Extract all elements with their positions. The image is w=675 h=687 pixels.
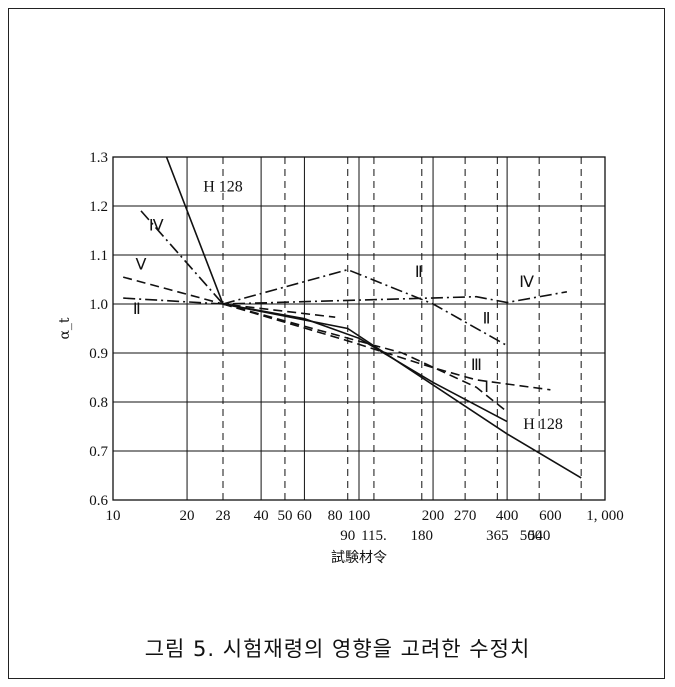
- y-tick-label: 1.1: [89, 248, 108, 264]
- x-tick-label: 400: [496, 508, 519, 524]
- series-label: H 128: [203, 178, 243, 195]
- figure-frame: [8, 8, 665, 679]
- x-axis-label: 試験材令: [331, 550, 387, 566]
- x-tick-label: 1, 000: [586, 508, 624, 524]
- chart: 1.3 1.2 1.1 1.0 0.9 0.8 0.7 0.610 20 28 40 50 60 80 10…: [57, 150, 624, 566]
- series-label: H 128: [523, 416, 563, 433]
- x-tick-label-secondary: 365: [486, 528, 509, 544]
- x-tick-label: 200: [422, 508, 445, 524]
- x-tick-label: 270: [454, 508, 477, 524]
- x-tick-label: 28: [216, 508, 231, 524]
- series-label: Ⅱ: [415, 264, 423, 281]
- series-label: Ⅳ: [519, 274, 534, 291]
- y-tick-label: 0.6: [89, 493, 108, 509]
- y-tick-label: 1.2: [89, 199, 108, 215]
- figure-caption: 그림 5. 시험재령의 영향을 고려한 수정치: [144, 637, 531, 661]
- series-line: [222, 303, 508, 423]
- series-label: Ⅳ: [149, 218, 164, 235]
- x-tick-label: 50: [277, 508, 292, 524]
- y-tick-label: 1.0: [89, 297, 108, 313]
- x-tick-label: 40: [254, 508, 269, 524]
- x-tick-label: 10: [106, 508, 121, 524]
- y-tick-label: 0.8: [89, 395, 108, 411]
- y-tick-label: 1.3: [89, 150, 108, 166]
- x-tick-label: 100: [348, 508, 371, 524]
- series-label: Ⅴ: [136, 257, 147, 274]
- x-tick-label-secondary: 500: [520, 528, 543, 544]
- series-line: [222, 303, 551, 391]
- series-line: [165, 156, 582, 479]
- series-label: Ⅰ: [484, 379, 489, 396]
- x-tick-label: 80: [328, 508, 343, 524]
- y-tick-label: 0.9: [89, 346, 108, 362]
- series-line: [122, 276, 336, 318]
- y-tick-label: 0.7: [89, 444, 108, 460]
- x-tick-label-secondary: 540: [528, 528, 551, 544]
- series-label: Ⅲ: [471, 357, 482, 374]
- series-line: [222, 268, 508, 347]
- x-tick-label-secondary: 90: [340, 528, 355, 544]
- series-label: Ⅱ: [483, 311, 491, 328]
- x-tick-label-secondary: 115.: [361, 528, 387, 544]
- y-axis-label: α_t: [57, 317, 73, 339]
- x-tick-label-secondary: 180: [411, 528, 434, 544]
- series-line: [222, 303, 508, 413]
- x-tick-label: 60: [297, 508, 312, 524]
- x-tick-label: 20: [180, 508, 195, 524]
- series-line: [123, 291, 568, 305]
- series-label: Ⅱ: [133, 301, 141, 318]
- x-tick-label: 600: [539, 508, 562, 524]
